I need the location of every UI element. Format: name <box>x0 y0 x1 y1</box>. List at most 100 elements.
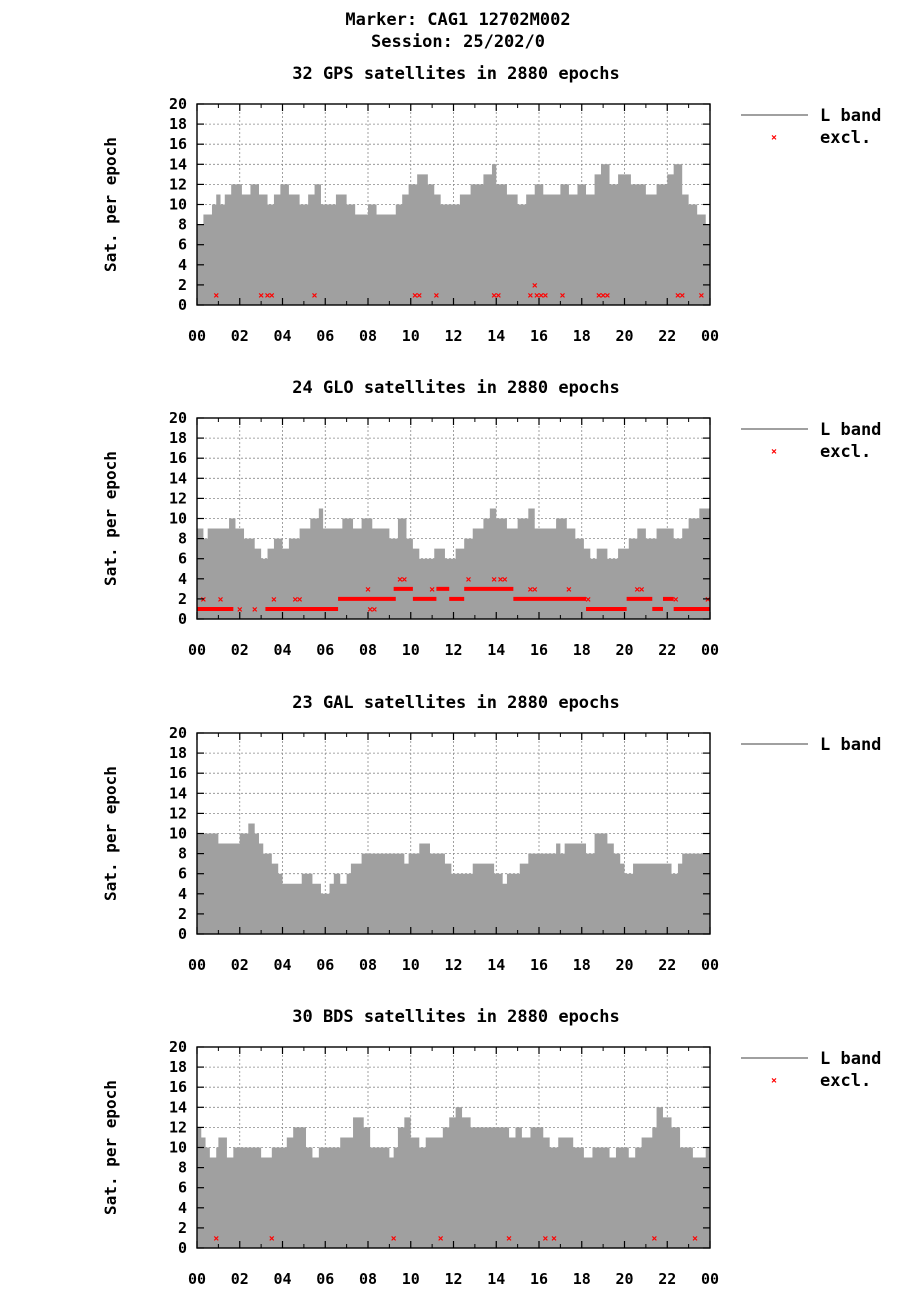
y-tick-label: 20 <box>169 1038 187 1056</box>
y-tick-label: 6 <box>178 550 187 568</box>
y-tick-label: 16 <box>169 449 187 467</box>
excl-marker: × <box>213 290 219 301</box>
y-tick-label: 18 <box>169 1058 187 1076</box>
excl-marker: × <box>542 290 548 301</box>
y-tick-label: 0 <box>178 1239 187 1257</box>
x-tick-label: 16 <box>530 956 548 974</box>
x-tick-label: 14 <box>487 956 505 974</box>
y-tick-label: 20 <box>169 724 187 742</box>
excl-marker: × <box>213 1233 219 1244</box>
y-tick-label: 10 <box>169 825 187 843</box>
x-tick-label: 00 <box>701 956 719 974</box>
panel-title: 24 GLO satellites in 2880 epochs <box>292 378 620 398</box>
x-tick-label: 02 <box>231 1270 249 1288</box>
legend-label: L band <box>820 420 881 440</box>
x-tick-label: 12 <box>444 641 462 659</box>
excl-marker: × <box>692 1233 698 1244</box>
y-tick-label: 18 <box>169 429 187 447</box>
l-band-area <box>197 164 710 305</box>
excl-marker: × <box>534 290 540 301</box>
x-tick-label: 00 <box>701 327 719 345</box>
y-tick-label: 10 <box>169 196 187 214</box>
x-tick-label: 16 <box>530 1270 548 1288</box>
y-tick-label: 16 <box>169 135 187 153</box>
x-tick-label: 06 <box>316 1270 334 1288</box>
y-tick-label: 4 <box>178 1199 187 1217</box>
x-tick-label: 00 <box>188 1270 206 1288</box>
x-tick-label: 00 <box>188 641 206 659</box>
y-tick-label: 6 <box>178 865 187 883</box>
panel-1: 32 GPS satellites in 2880 epochs× × ×× × ×× ×… <box>101 64 881 345</box>
excl-marker: × <box>551 1233 557 1244</box>
legend-label: L band <box>820 106 881 126</box>
y-tick-label: 14 <box>169 784 187 802</box>
x-tick-label: 08 <box>359 641 377 659</box>
excl-marker: × <box>269 290 275 301</box>
l-band-area <box>197 1107 710 1248</box>
x-tick-label: 06 <box>316 956 334 974</box>
y-tick-label: 2 <box>178 1219 187 1237</box>
x-tick-label: 08 <box>359 956 377 974</box>
x-tick-label: 20 <box>615 956 633 974</box>
x-tick-label: 04 <box>273 641 291 659</box>
y-tick-label: 2 <box>178 276 187 294</box>
x-tick-label: 18 <box>573 327 591 345</box>
y-tick-label: 4 <box>178 885 187 903</box>
x-tick-label: 14 <box>487 327 505 345</box>
y-tick-label: 0 <box>178 610 187 628</box>
excl-marker: × <box>237 604 243 615</box>
x-tick-label: 12 <box>444 956 462 974</box>
x-tick-label: 02 <box>231 327 249 345</box>
x-tick-label: 02 <box>231 956 249 974</box>
x-tick-label: 12 <box>444 327 462 345</box>
excl-marker: × <box>506 1233 512 1244</box>
marker-title: Marker: CAG1 12702M002 <box>345 10 570 30</box>
y-tick-label: 14 <box>169 155 187 173</box>
y-axis-label: Sat. per epoch <box>101 451 120 586</box>
panel-title: 32 GPS satellites in 2880 epochs <box>292 64 620 84</box>
excl-marker: × <box>465 574 471 585</box>
excl-marker: × <box>604 290 610 301</box>
excl-marker: × <box>271 594 277 605</box>
y-tick-label: 12 <box>169 1118 187 1136</box>
legend-label: L band <box>820 735 881 755</box>
y-tick-label: 8 <box>178 216 187 234</box>
excl-marker: × <box>416 290 422 301</box>
excl-marker: × <box>200 594 206 605</box>
excl-marker: × <box>297 594 303 605</box>
x-tick-label: 22 <box>658 956 676 974</box>
excl-marker: × <box>673 594 679 605</box>
y-tick-label: 16 <box>169 1078 187 1096</box>
excl-marker: × <box>491 574 497 585</box>
excl-marker: × <box>705 594 711 605</box>
x-tick-label: 16 <box>530 327 548 345</box>
excl-marker: × <box>491 290 497 301</box>
y-tick-label: 10 <box>169 1139 187 1157</box>
y-axis-label: Sat. per epoch <box>101 766 120 901</box>
excl-marker: × <box>258 290 264 301</box>
y-tick-label: 2 <box>178 590 187 608</box>
y-tick-label: 0 <box>178 925 187 943</box>
excl-marker: × <box>365 584 371 595</box>
y-tick-label: 14 <box>169 469 187 487</box>
x-tick-label: 18 <box>573 1270 591 1288</box>
panel-2: 24 GLO satellites in 2880 epochs × × × × × × × ×… <box>101 378 881 659</box>
x-tick-label: 06 <box>316 641 334 659</box>
x-tick-label: 22 <box>658 327 676 345</box>
x-tick-label: 00 <box>188 956 206 974</box>
excl-marker: × <box>634 584 640 595</box>
excl-marker: × <box>401 574 407 585</box>
panel-3: 23 GAL satellites in 2880 epochs02468101… <box>101 693 881 974</box>
legend-excl-swatch: × <box>771 447 777 458</box>
y-tick-label: 8 <box>178 845 187 863</box>
excl-marker: × <box>433 290 439 301</box>
y-tick-label: 14 <box>169 1098 187 1116</box>
excl-marker: × <box>265 290 271 301</box>
legend-label: excl. <box>820 442 871 462</box>
excl-marker: × <box>596 290 602 301</box>
y-tick-label: 0 <box>178 296 187 314</box>
y-tick-label: 12 <box>169 489 187 507</box>
excl-marker: × <box>559 290 565 301</box>
y-tick-label: 16 <box>169 764 187 782</box>
